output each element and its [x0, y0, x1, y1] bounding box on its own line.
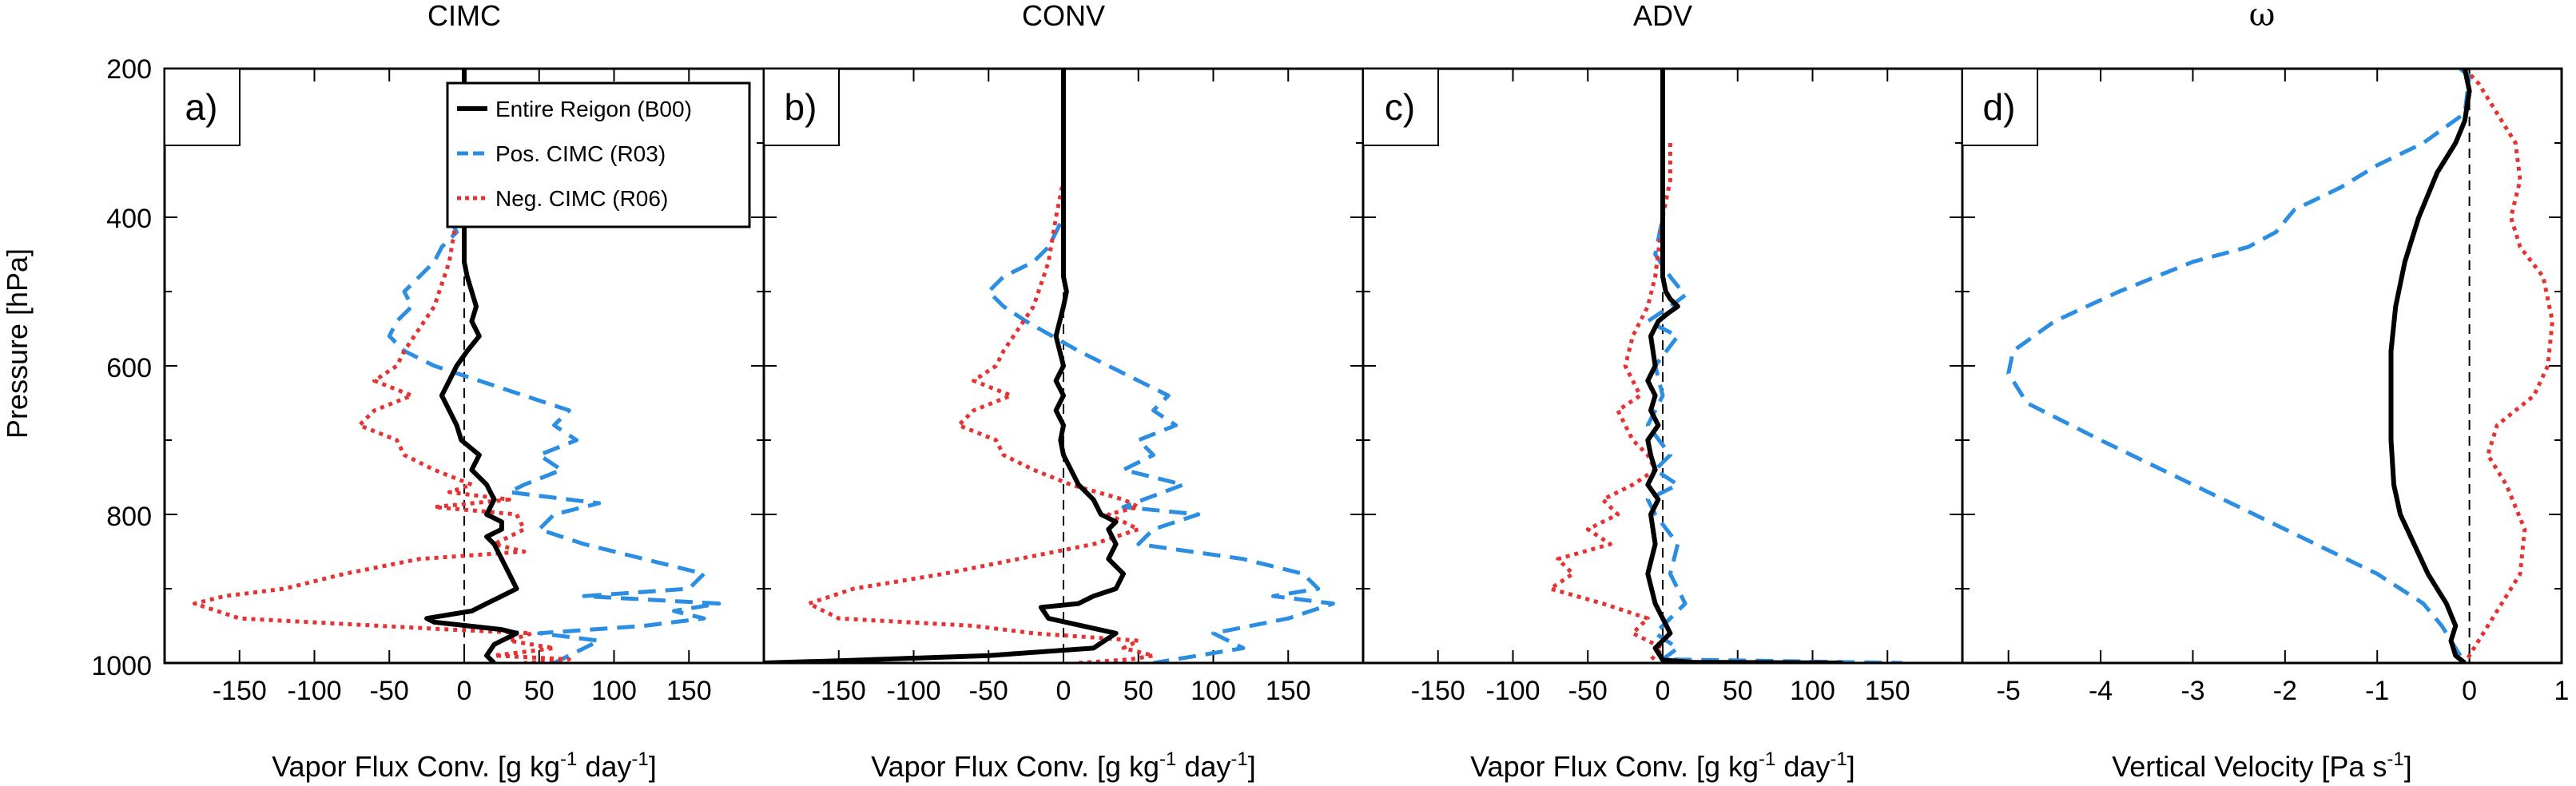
series-line-entire-region: [764, 69, 1126, 663]
panel-title: ADV: [1633, 0, 1692, 32]
series-line-entire-region: [2388, 69, 2472, 663]
panel-label: b): [785, 86, 817, 128]
x-axis-label-mid: day: [1775, 750, 1830, 783]
x-tick-label: 150: [666, 676, 712, 706]
series-line-neg-cimc: [2463, 69, 2554, 663]
x-axis-label-sup2: -1: [1230, 748, 1247, 770]
legend-label: Neg. CIMC (R06): [495, 186, 668, 211]
x-tick-label: -3: [2180, 676, 2204, 706]
x-tick-label: -50: [969, 676, 1008, 706]
x-axis-label-sup2: -1: [631, 748, 648, 770]
x-tick-label: -50: [370, 676, 409, 706]
x-tick-label: -2: [2273, 676, 2297, 706]
x-axis-label-sup1: -1: [1759, 748, 1775, 770]
panel-label-box: [1962, 68, 2038, 146]
x-tick-label: 1: [2554, 676, 2570, 706]
x-axis-label-main: Vertical Velocity [Pa s: [2112, 750, 2387, 783]
series-line-pos-cimc: [387, 143, 722, 663]
x-tick-label: -50: [1568, 676, 1608, 706]
x-tick-label: 0: [457, 676, 472, 706]
y-tick-label-400: 400: [106, 204, 152, 234]
legend-box: [446, 81, 751, 228]
x-axis-label-end: ]: [1248, 750, 1256, 783]
x-axis-label-main: Vapor Flux Conv. [g kg: [1470, 750, 1759, 783]
x-tick-label: 50: [524, 676, 555, 706]
x-axis-label-sup2: -1: [1830, 748, 1847, 770]
x-tick-label: 0: [2462, 676, 2477, 706]
y-tick-label-600: 600: [106, 353, 152, 383]
panel-label-box: [164, 68, 241, 146]
x-tick-label: 150: [1266, 676, 1311, 706]
x-axis-label-end: ]: [1847, 750, 1855, 783]
x-tick-label: 0: [1656, 676, 1671, 706]
x-axis-label-sup1: -1: [2387, 748, 2403, 770]
panel-3: -150 -100 -50 0 50 100 150 c) ADV Vapor Flux Conv…: [1362, 0, 1964, 783]
series-line-entire-region: [1645, 69, 1843, 663]
y-tick-label-800: 800: [106, 502, 152, 532]
x-tick-label: -150: [812, 676, 866, 706]
x-tick-label: 100: [1790, 676, 1835, 706]
x-tick-label: 50: [1123, 676, 1154, 706]
series-line-neg-cimc: [1548, 143, 1672, 663]
x-axis-label-sup1: -1: [560, 748, 577, 770]
x-tick-label: 150: [1865, 676, 1910, 706]
legend-label: Entire Reigon (B00): [495, 97, 692, 121]
legend-label: Pos. CIMC (R03): [495, 141, 666, 166]
x-tick-label: 50: [1723, 676, 1753, 706]
series-line-pos-cimc: [1645, 143, 1903, 663]
y-tick-label-200: 200: [106, 54, 152, 85]
panel-title: ω: [2249, 0, 2276, 34]
x-tick-label: -150: [1411, 676, 1465, 706]
x-tick-label: -1: [2365, 676, 2389, 706]
series-line-entire-region: [424, 69, 519, 663]
x-tick-label: -100: [287, 676, 341, 706]
x-axis-label: Vapor Flux Conv. [g kg-1 day-1]: [272, 748, 657, 783]
series-line-pos-cimc: [2006, 69, 2472, 663]
x-axis-label: Vapor Flux Conv. [g kg-1 day-1]: [1470, 748, 1855, 783]
panel-2: -150 -100 -50 0 50 100 150 b) CONV Vapor Flux Con…: [762, 0, 1365, 783]
x-tick-label: 100: [1191, 676, 1236, 706]
x-axis-label-mid: day: [1176, 750, 1230, 783]
x-tick-label: -100: [886, 676, 940, 706]
series-line-neg-cimc: [806, 143, 1155, 663]
x-axis-label-main: Vapor Flux Conv. [g kg: [871, 750, 1159, 783]
panel-label: c): [1385, 86, 1415, 128]
x-tick-label: -5: [1997, 676, 2021, 706]
x-tick-label: 100: [591, 676, 637, 706]
x-tick-label: -100: [1485, 676, 1540, 706]
y-tick-label-1000: 1000: [91, 651, 152, 681]
panel-label-box: [1362, 68, 1439, 146]
panel-label: a): [185, 86, 218, 128]
series-line-neg-cimc: [193, 143, 571, 663]
x-axis-label-end: ]: [2404, 750, 2412, 783]
x-axis-label-sup1: -1: [1159, 748, 1176, 770]
x-axis-label-main: Vapor Flux Conv. [g kg: [272, 750, 560, 783]
x-axis-label-mid: day: [577, 750, 631, 783]
panel-label: d): [1983, 86, 2016, 128]
x-tick-label: -150: [213, 676, 267, 706]
x-tick-label: -4: [2089, 676, 2113, 706]
x-tick-label: 0: [1056, 676, 1071, 706]
legend: Entire Reigon (B00) Pos. CIMC (R03) Neg. C…: [446, 81, 751, 228]
panel-label-box: [763, 68, 840, 146]
x-axis-label: Vertical Velocity [Pa s-1]: [2112, 748, 2412, 783]
panel-title: CONV: [1022, 0, 1105, 32]
y-axis-label: Pressure [hPa]: [1, 248, 34, 439]
x-axis-label: Vapor Flux Conv. [g kg-1 day-1]: [871, 748, 1256, 783]
x-axis-label-end: ]: [649, 750, 657, 783]
panel-1: -150 -100 -50 0 50 100 150 a) CIMC Vapor Flux Con…: [163, 0, 765, 783]
panel-title: CIMC: [427, 0, 501, 32]
panel-frame: [1961, 67, 2563, 665]
series-line-pos-cimc: [986, 143, 1335, 663]
